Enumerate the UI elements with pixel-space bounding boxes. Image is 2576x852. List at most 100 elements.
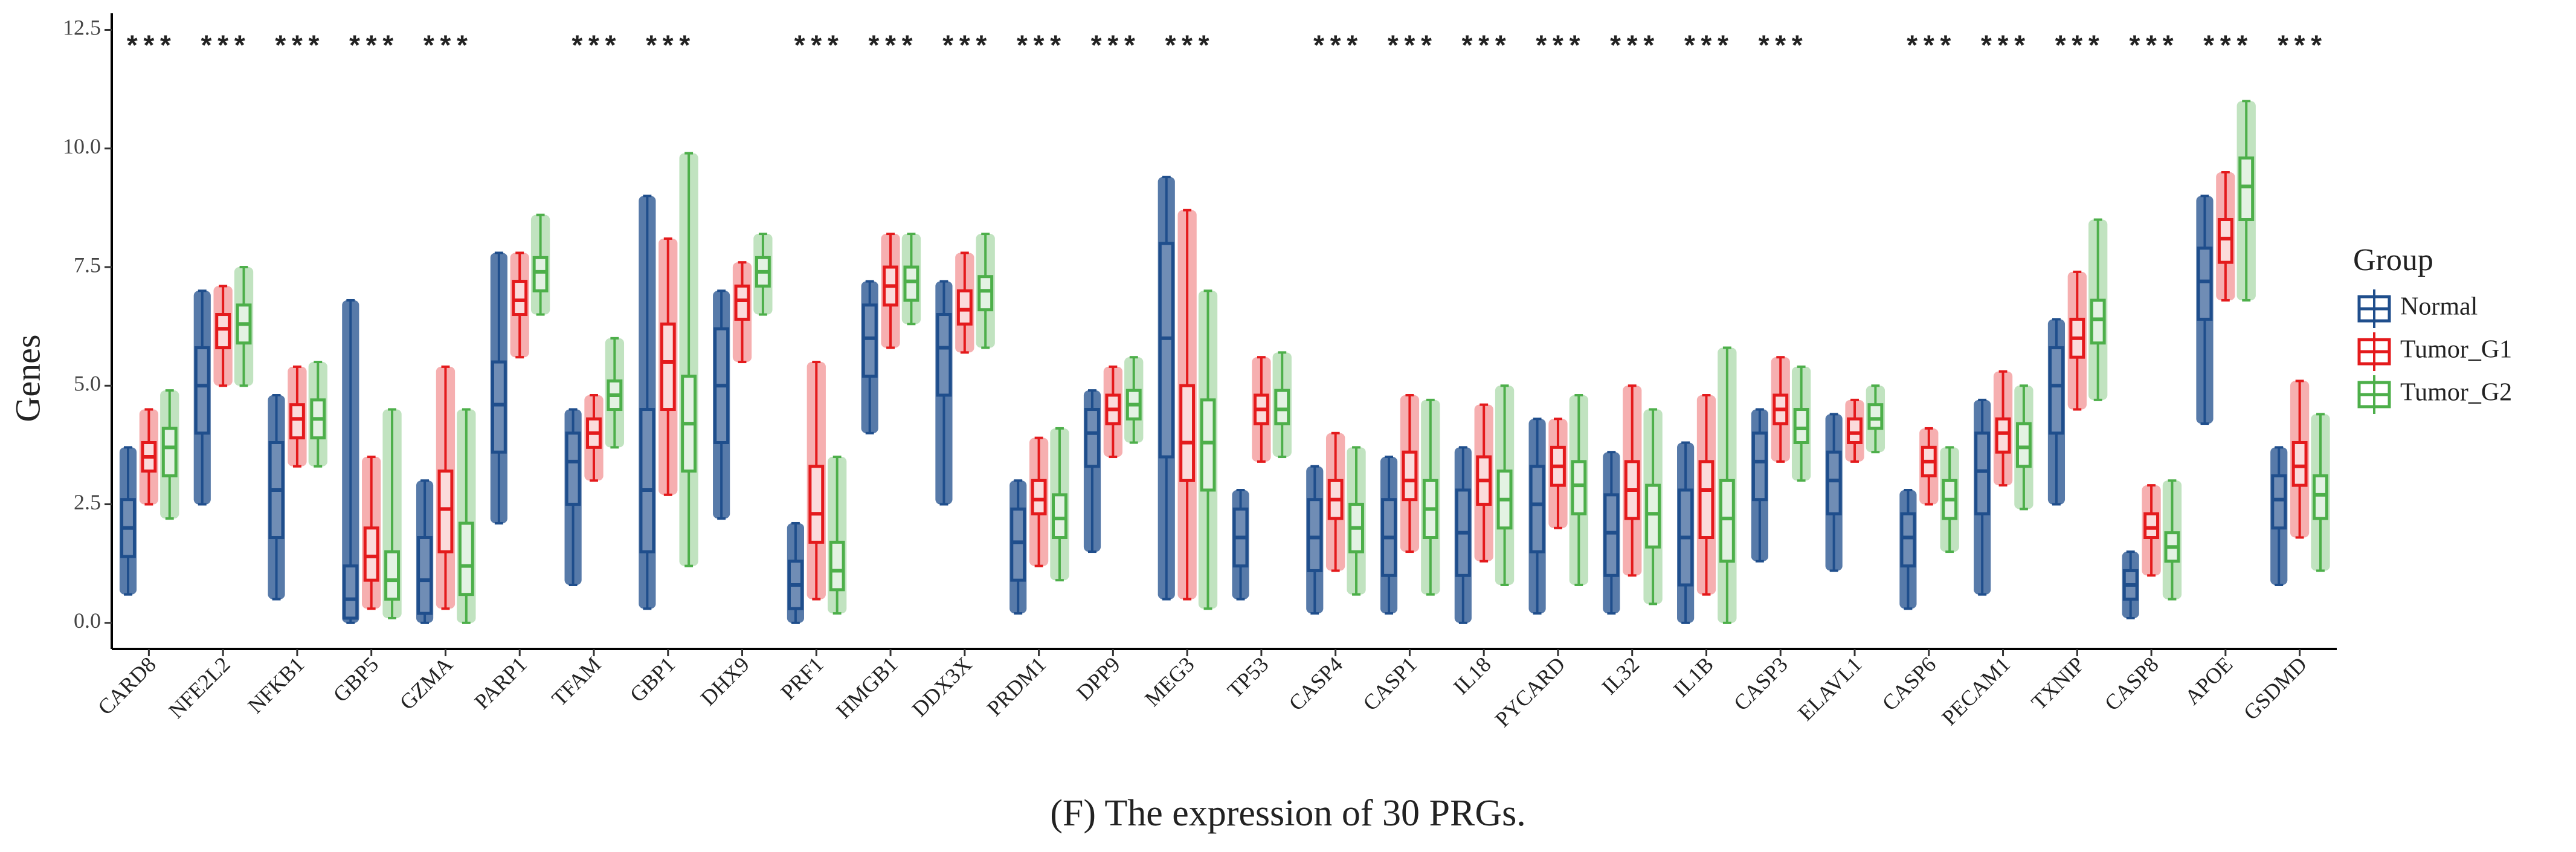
box (1645, 483, 1661, 549)
box (1900, 512, 1916, 568)
y-tick-label: 7.5 (74, 253, 101, 277)
significance-label: *** (643, 33, 693, 64)
significance-label: *** (1385, 33, 1435, 64)
box (2049, 346, 2064, 435)
x-tick-label: CASP3 (1729, 652, 1792, 715)
y-tick-label: 12.5 (63, 16, 101, 40)
box (936, 313, 952, 397)
significance-label: *** (420, 33, 471, 64)
box (903, 265, 919, 302)
x-tick-label: IL18 (1449, 652, 1496, 699)
y-tick-label: 2.5 (74, 490, 101, 514)
box (2291, 441, 2308, 487)
y-tick-label: 10.0 (63, 134, 101, 158)
significance-label: *** (939, 33, 990, 64)
x-tick-label: APOE (2180, 652, 2238, 709)
significance-label: *** (1756, 33, 1806, 64)
box (1274, 389, 1290, 425)
box (829, 540, 845, 592)
box (1158, 242, 1174, 459)
box (343, 564, 359, 620)
significance-label: *** (866, 33, 916, 64)
box (956, 289, 973, 326)
box (417, 536, 433, 615)
significance-label: *** (1681, 33, 1731, 64)
x-tick-label: CASP4 (1284, 652, 1347, 715)
x-tick-label: DHX9 (696, 652, 754, 710)
box (532, 256, 549, 292)
box (363, 526, 379, 582)
x-tick-label: PRDM1 (982, 652, 1051, 720)
box (1052, 493, 1067, 540)
box (458, 521, 474, 596)
box (215, 313, 231, 349)
box (565, 431, 581, 506)
jitter-cloud (935, 281, 953, 505)
legend-label: Tumor_G1 (2400, 336, 2512, 364)
legend-label: Normal (2400, 293, 2478, 321)
box (289, 403, 305, 440)
significance-label: *** (198, 33, 248, 64)
significance-label: *** (2052, 33, 2102, 64)
significance-label: *** (1978, 33, 2028, 64)
box (2090, 299, 2106, 345)
x-tick-label: GBP5 (329, 652, 384, 707)
jitter-cloud (1974, 399, 1991, 595)
jitter-cloud (1751, 409, 1768, 561)
x-tick-label: DDX3X (907, 652, 977, 721)
jitter-cloud (1677, 442, 1695, 623)
legend-title: Group (2353, 243, 2433, 277)
box (1995, 417, 2011, 454)
x-tick-label: PECAM1 (1937, 652, 2015, 730)
jitter-cloud (416, 480, 434, 623)
jitter-cloud (268, 395, 285, 599)
box (1200, 398, 1216, 492)
x-tick-label: NFE2L2 (164, 652, 234, 723)
significance-label: *** (1607, 33, 1657, 64)
jitter-cloud (564, 409, 582, 586)
jitter-cloud (2270, 447, 2288, 586)
significance-label: *** (791, 33, 842, 64)
jitter-cloud (1306, 466, 1324, 614)
box (639, 408, 655, 553)
x-tick-label: IL32 (1597, 652, 1644, 699)
box (861, 303, 878, 378)
x-tick-label: TP53 (1223, 652, 1273, 702)
x-tick-label: TFAM (547, 652, 605, 711)
box (1751, 431, 1768, 502)
box (2271, 474, 2287, 530)
box (1031, 479, 1047, 515)
box (2197, 247, 2213, 321)
significance-label: *** (1088, 33, 1138, 64)
box (1793, 408, 1809, 444)
x-tick-label: CASP6 (1878, 652, 1941, 715)
box (491, 360, 507, 454)
x-tick-label: GBP1 (625, 652, 680, 707)
caption: (F) The expression of 30 PRGs. (1050, 793, 1526, 834)
jitter-cloud (713, 291, 730, 519)
x-tick-label: TXNIP (2027, 652, 2089, 714)
x-tick-label: PRF1 (776, 652, 828, 704)
jitter-cloud (861, 281, 878, 433)
x-tick-label: IL1B (1669, 652, 1718, 702)
box (2313, 474, 2328, 520)
box (2217, 218, 2233, 264)
box (2238, 156, 2255, 222)
box (1402, 450, 1418, 502)
box (2015, 422, 2032, 468)
box (194, 346, 210, 435)
significance-label: *** (1014, 33, 1064, 64)
box (437, 470, 454, 553)
box (1698, 460, 1715, 540)
box (512, 280, 528, 317)
box (808, 465, 825, 544)
y-axis-label: Genes (8, 335, 47, 422)
significance-label: *** (272, 33, 323, 64)
x-tick-label: CASP1 (1358, 652, 1422, 715)
box (1719, 479, 1735, 563)
x-tick-label: GZMA (395, 652, 457, 714)
box (977, 275, 994, 312)
box (1529, 465, 1545, 553)
significance-label: *** (2275, 33, 2325, 64)
significance-label: *** (2127, 33, 2177, 64)
